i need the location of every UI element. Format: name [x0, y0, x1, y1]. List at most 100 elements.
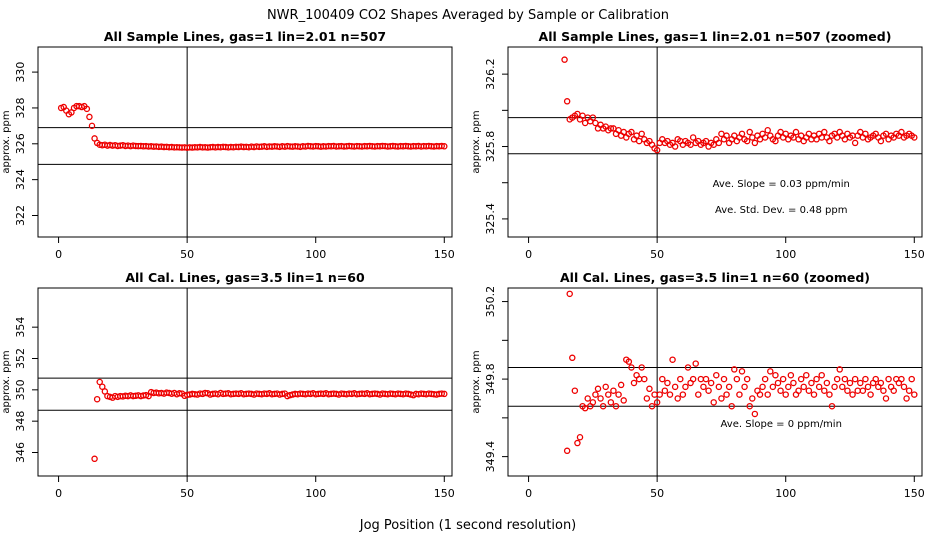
- y-tick-label: 326.2: [484, 58, 497, 90]
- y-tick-label: 346: [14, 442, 27, 463]
- data-point: [715, 139, 723, 147]
- data-point: [584, 395, 591, 402]
- data-point: [764, 391, 771, 398]
- data-point: [96, 378, 103, 386]
- y-tick-label: 350.2: [484, 286, 497, 318]
- data-point: [581, 119, 589, 127]
- data-point: [705, 387, 712, 394]
- data-point: [641, 375, 648, 383]
- data-point: [571, 387, 579, 394]
- y-tick-label: 322: [14, 205, 27, 226]
- annotation-text: Ave. Slope = 0 ppm/min: [721, 419, 842, 430]
- data-point: [607, 399, 615, 406]
- data-point: [898, 128, 905, 136]
- x-tick-label: 150: [904, 487, 925, 500]
- data-point: [99, 383, 106, 390]
- data-point: [759, 383, 766, 391]
- data-point: [615, 391, 622, 398]
- data-point: [741, 383, 748, 391]
- x-tick-label: 50: [180, 248, 194, 261]
- data-point: [769, 383, 777, 391]
- chart-panel: All Cal. Lines, gas=3.5 lin=1 n=60 0 50 100…: [1, 270, 455, 500]
- y-axis-label: approx. ppm: [471, 350, 482, 413]
- plot-frame: [37, 287, 453, 477]
- data-point: [821, 387, 828, 394]
- x-tick-label: 50: [180, 487, 194, 500]
- panel-title: All Sample Lines, gas=1 lin=2.01 n=507 (…: [539, 29, 892, 44]
- data-point: [800, 383, 807, 391]
- data-point: [638, 364, 645, 371]
- data-point: [826, 391, 833, 398]
- data-point: [756, 391, 764, 398]
- data-point: [653, 399, 661, 406]
- data-point: [674, 395, 681, 402]
- data-point: [779, 375, 787, 383]
- data-point: [718, 130, 725, 138]
- data-point: [831, 383, 838, 391]
- data-point: [695, 391, 702, 398]
- data-point: [911, 134, 918, 141]
- data-point: [857, 379, 864, 387]
- data-point: [576, 433, 584, 441]
- data-point: [813, 375, 820, 383]
- chart-panel: All Cal. Lines, gas=3.5 lin=1 n=60 (zoom…: [471, 270, 925, 500]
- data-point: [646, 385, 653, 393]
- data-point: [738, 368, 746, 375]
- data-point: [872, 375, 879, 383]
- data-point: [815, 383, 823, 391]
- data-point: [900, 383, 908, 391]
- data-point: [761, 375, 769, 383]
- data-series: [563, 290, 918, 455]
- data-point: [903, 395, 910, 402]
- data-point: [795, 387, 802, 394]
- x-tick-label: 0: [55, 487, 62, 500]
- data-point: [862, 130, 869, 138]
- data-point: [635, 137, 643, 145]
- data-point: [697, 375, 705, 383]
- data-point: [836, 366, 843, 373]
- data-point: [279, 390, 286, 398]
- data-point: [723, 132, 730, 139]
- data-point: [851, 375, 859, 383]
- data-point: [846, 379, 854, 387]
- data-point: [594, 385, 602, 393]
- data-point: [438, 142, 445, 150]
- plot-frame: [507, 46, 923, 238]
- data-point: [592, 391, 599, 398]
- data-point: [841, 375, 849, 383]
- data-point: [818, 371, 825, 379]
- data-point: [774, 379, 782, 387]
- data-point: [736, 391, 743, 398]
- data-point: [574, 439, 581, 447]
- data-point: [882, 395, 890, 402]
- data-point: [438, 390, 445, 397]
- x-tick-label: 150: [904, 248, 925, 261]
- data-point: [859, 387, 867, 394]
- x-tick-label: 150: [434, 248, 455, 261]
- data-point: [625, 358, 633, 365]
- data-point: [710, 399, 717, 406]
- y-tick-label: 348: [14, 411, 27, 432]
- data-point: [648, 402, 656, 410]
- y-axis-label: approx. ppm: [471, 110, 482, 173]
- data-point: [833, 375, 841, 383]
- data-point: [689, 375, 697, 383]
- data-point: [743, 375, 751, 383]
- data-point: [659, 375, 666, 383]
- data-point: [602, 383, 609, 391]
- data-point: [635, 375, 643, 383]
- x-tick-label: 100: [305, 487, 326, 500]
- figure-x-axis-label: Jog Position (1 second resolution): [359, 518, 577, 533]
- data-point: [561, 56, 568, 63]
- chart-panels: All Sample Lines, gas=1 lin=2.01 n=507 0 5…: [1, 29, 925, 500]
- data-point: [805, 387, 813, 394]
- data-point: [679, 391, 687, 398]
- data-point: [823, 379, 831, 387]
- data-point: [898, 375, 905, 383]
- data-point: [877, 379, 885, 387]
- data-point: [772, 137, 779, 145]
- data-point: [767, 368, 774, 375]
- data-point: [792, 128, 800, 136]
- data-point: [702, 375, 710, 383]
- data-point: [849, 391, 856, 398]
